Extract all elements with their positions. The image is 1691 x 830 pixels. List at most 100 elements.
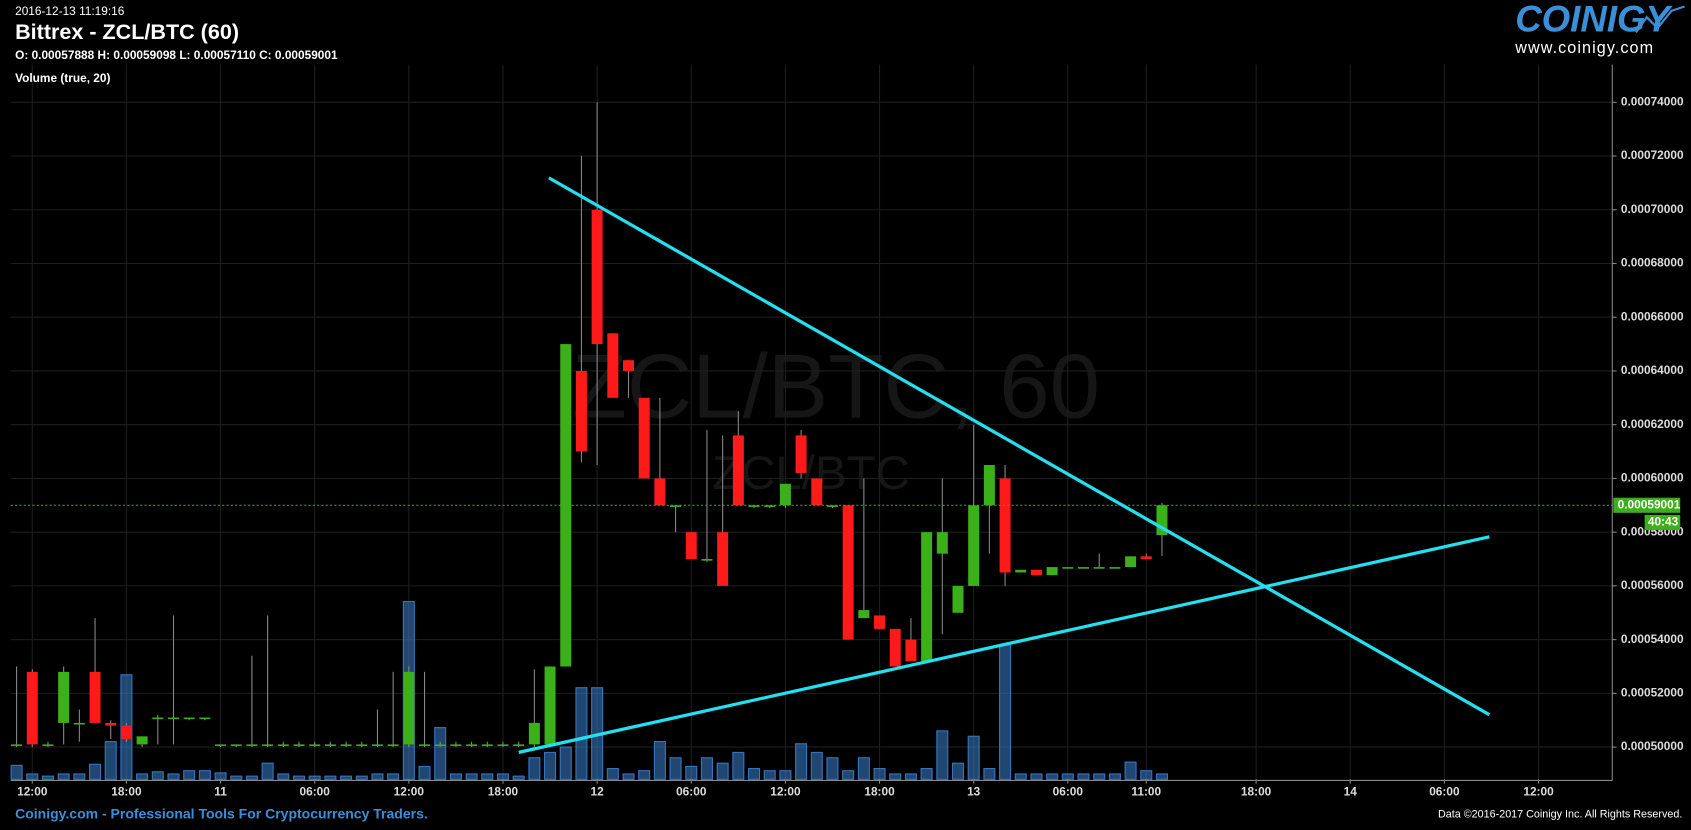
- volume-bar: [465, 773, 478, 780]
- y-tick-label: 0.00070000: [1621, 202, 1684, 216]
- volume-bar: [26, 773, 39, 780]
- volume-bar: [434, 727, 447, 780]
- volume-bar: [544, 751, 557, 780]
- candle-body: [1109, 567, 1121, 569]
- y-tick-label: 0.00060000: [1621, 471, 1684, 485]
- volume-bar: [418, 765, 431, 780]
- candle-body: [1078, 567, 1090, 569]
- volume-bar: [324, 775, 337, 780]
- logo-icon: [1635, 5, 1685, 33]
- volume-bar: [57, 773, 70, 780]
- volume-bar: [685, 765, 698, 780]
- candle-body: [356, 744, 368, 747]
- candle-body: [811, 478, 823, 506]
- candle-body: [152, 717, 164, 720]
- volume-bar: [340, 775, 353, 780]
- x-tick-label: 12:00: [770, 784, 801, 798]
- candle-body: [262, 744, 274, 747]
- volume-bar: [732, 751, 745, 780]
- candle-body: [324, 744, 336, 747]
- volume-bar: [638, 770, 651, 780]
- candle-body: [309, 744, 321, 747]
- candle-body: [11, 744, 23, 747]
- candle-body: [717, 532, 729, 586]
- y-tick-label: 0.00054000: [1621, 632, 1684, 646]
- logo: COINIGY: [1515, 0, 1673, 39]
- volume-bar: [575, 687, 588, 780]
- candle-body: [481, 744, 493, 747]
- x-tick-label: 12:00: [17, 784, 48, 798]
- volume-bar: [559, 746, 572, 780]
- candle-body: [607, 333, 619, 398]
- footer-left: Coinigy.com - Professional Tools For Cry…: [15, 806, 428, 822]
- candle-body: [968, 505, 980, 586]
- volume-bar: [449, 773, 462, 780]
- volume-bar: [1140, 770, 1153, 780]
- volume-bar: [904, 773, 917, 780]
- volume-bar: [245, 775, 258, 780]
- candle-body: [795, 435, 807, 474]
- chart-title: Bittrex - ZCL/BTC (60): [15, 19, 239, 44]
- volume-bar: [1155, 773, 1168, 780]
- volume-bar: [951, 762, 965, 780]
- candle-body: [26, 671, 38, 745]
- candle-body: [1093, 567, 1105, 569]
- candle-body: [230, 744, 242, 747]
- candle-body: [513, 744, 525, 747]
- volume-bar: [653, 741, 666, 780]
- volume-bar: [104, 741, 117, 780]
- candle-body: [701, 559, 713, 561]
- candle-body: [936, 532, 948, 554]
- candle-body: [246, 744, 258, 747]
- candle-body: [293, 744, 305, 747]
- candle-body: [999, 478, 1011, 573]
- candle-body: [1015, 569, 1027, 573]
- candle-body: [983, 464, 995, 506]
- candle-body: [183, 717, 195, 720]
- timestamp: 2016-12-13 11:19:16: [15, 4, 125, 18]
- candle-body: [905, 639, 917, 662]
- x-tick-label: 18:00: [488, 784, 519, 798]
- candle-body: [403, 671, 415, 745]
- candle-body: [748, 505, 760, 507]
- candle-body: [560, 344, 572, 667]
- watermark-sub: ZCL/BTC: [712, 447, 910, 500]
- countdown-label: 40:43: [1648, 515, 1679, 529]
- volume-bar: [669, 757, 682, 780]
- volume-bar: [89, 763, 102, 780]
- candle-body: [120, 725, 132, 740]
- volume-bar: [528, 757, 541, 780]
- volume-bar: [136, 773, 149, 780]
- volume-bar: [747, 768, 761, 780]
- volume-bar: [183, 770, 196, 780]
- volume-bar: [1014, 773, 1027, 780]
- last-price-box: [1613, 497, 1681, 513]
- volume-bar: [795, 743, 808, 780]
- x-tick-label: 13: [967, 784, 981, 798]
- y-tick-label: 0.00068000: [1621, 256, 1684, 270]
- volume-bar: [810, 751, 823, 780]
- candle-body: [779, 483, 791, 506]
- volume-bar: [763, 770, 776, 780]
- candle-body: [670, 505, 682, 507]
- volume-bar: [198, 770, 211, 780]
- candle-body: [1046, 567, 1058, 576]
- candle-body: [1140, 556, 1152, 560]
- volume-bar: [496, 773, 510, 780]
- y-tick-label: 0.00064000: [1621, 363, 1684, 377]
- candle-body: [826, 505, 838, 507]
- volume-bar: [387, 773, 400, 780]
- countdown-box: [1644, 514, 1681, 531]
- volume-bar: [826, 757, 839, 780]
- candle-body: [732, 435, 744, 506]
- volume-bar: [700, 757, 713, 780]
- volume-bar: [1093, 773, 1106, 780]
- volume-bar: [308, 775, 321, 780]
- volume-bar: [920, 768, 933, 780]
- indicator-label: Volume (true, 20): [15, 71, 110, 85]
- volume-bar: [1077, 773, 1090, 780]
- volume-bar: [214, 772, 227, 780]
- x-tick-label: 06:00: [1053, 784, 1084, 798]
